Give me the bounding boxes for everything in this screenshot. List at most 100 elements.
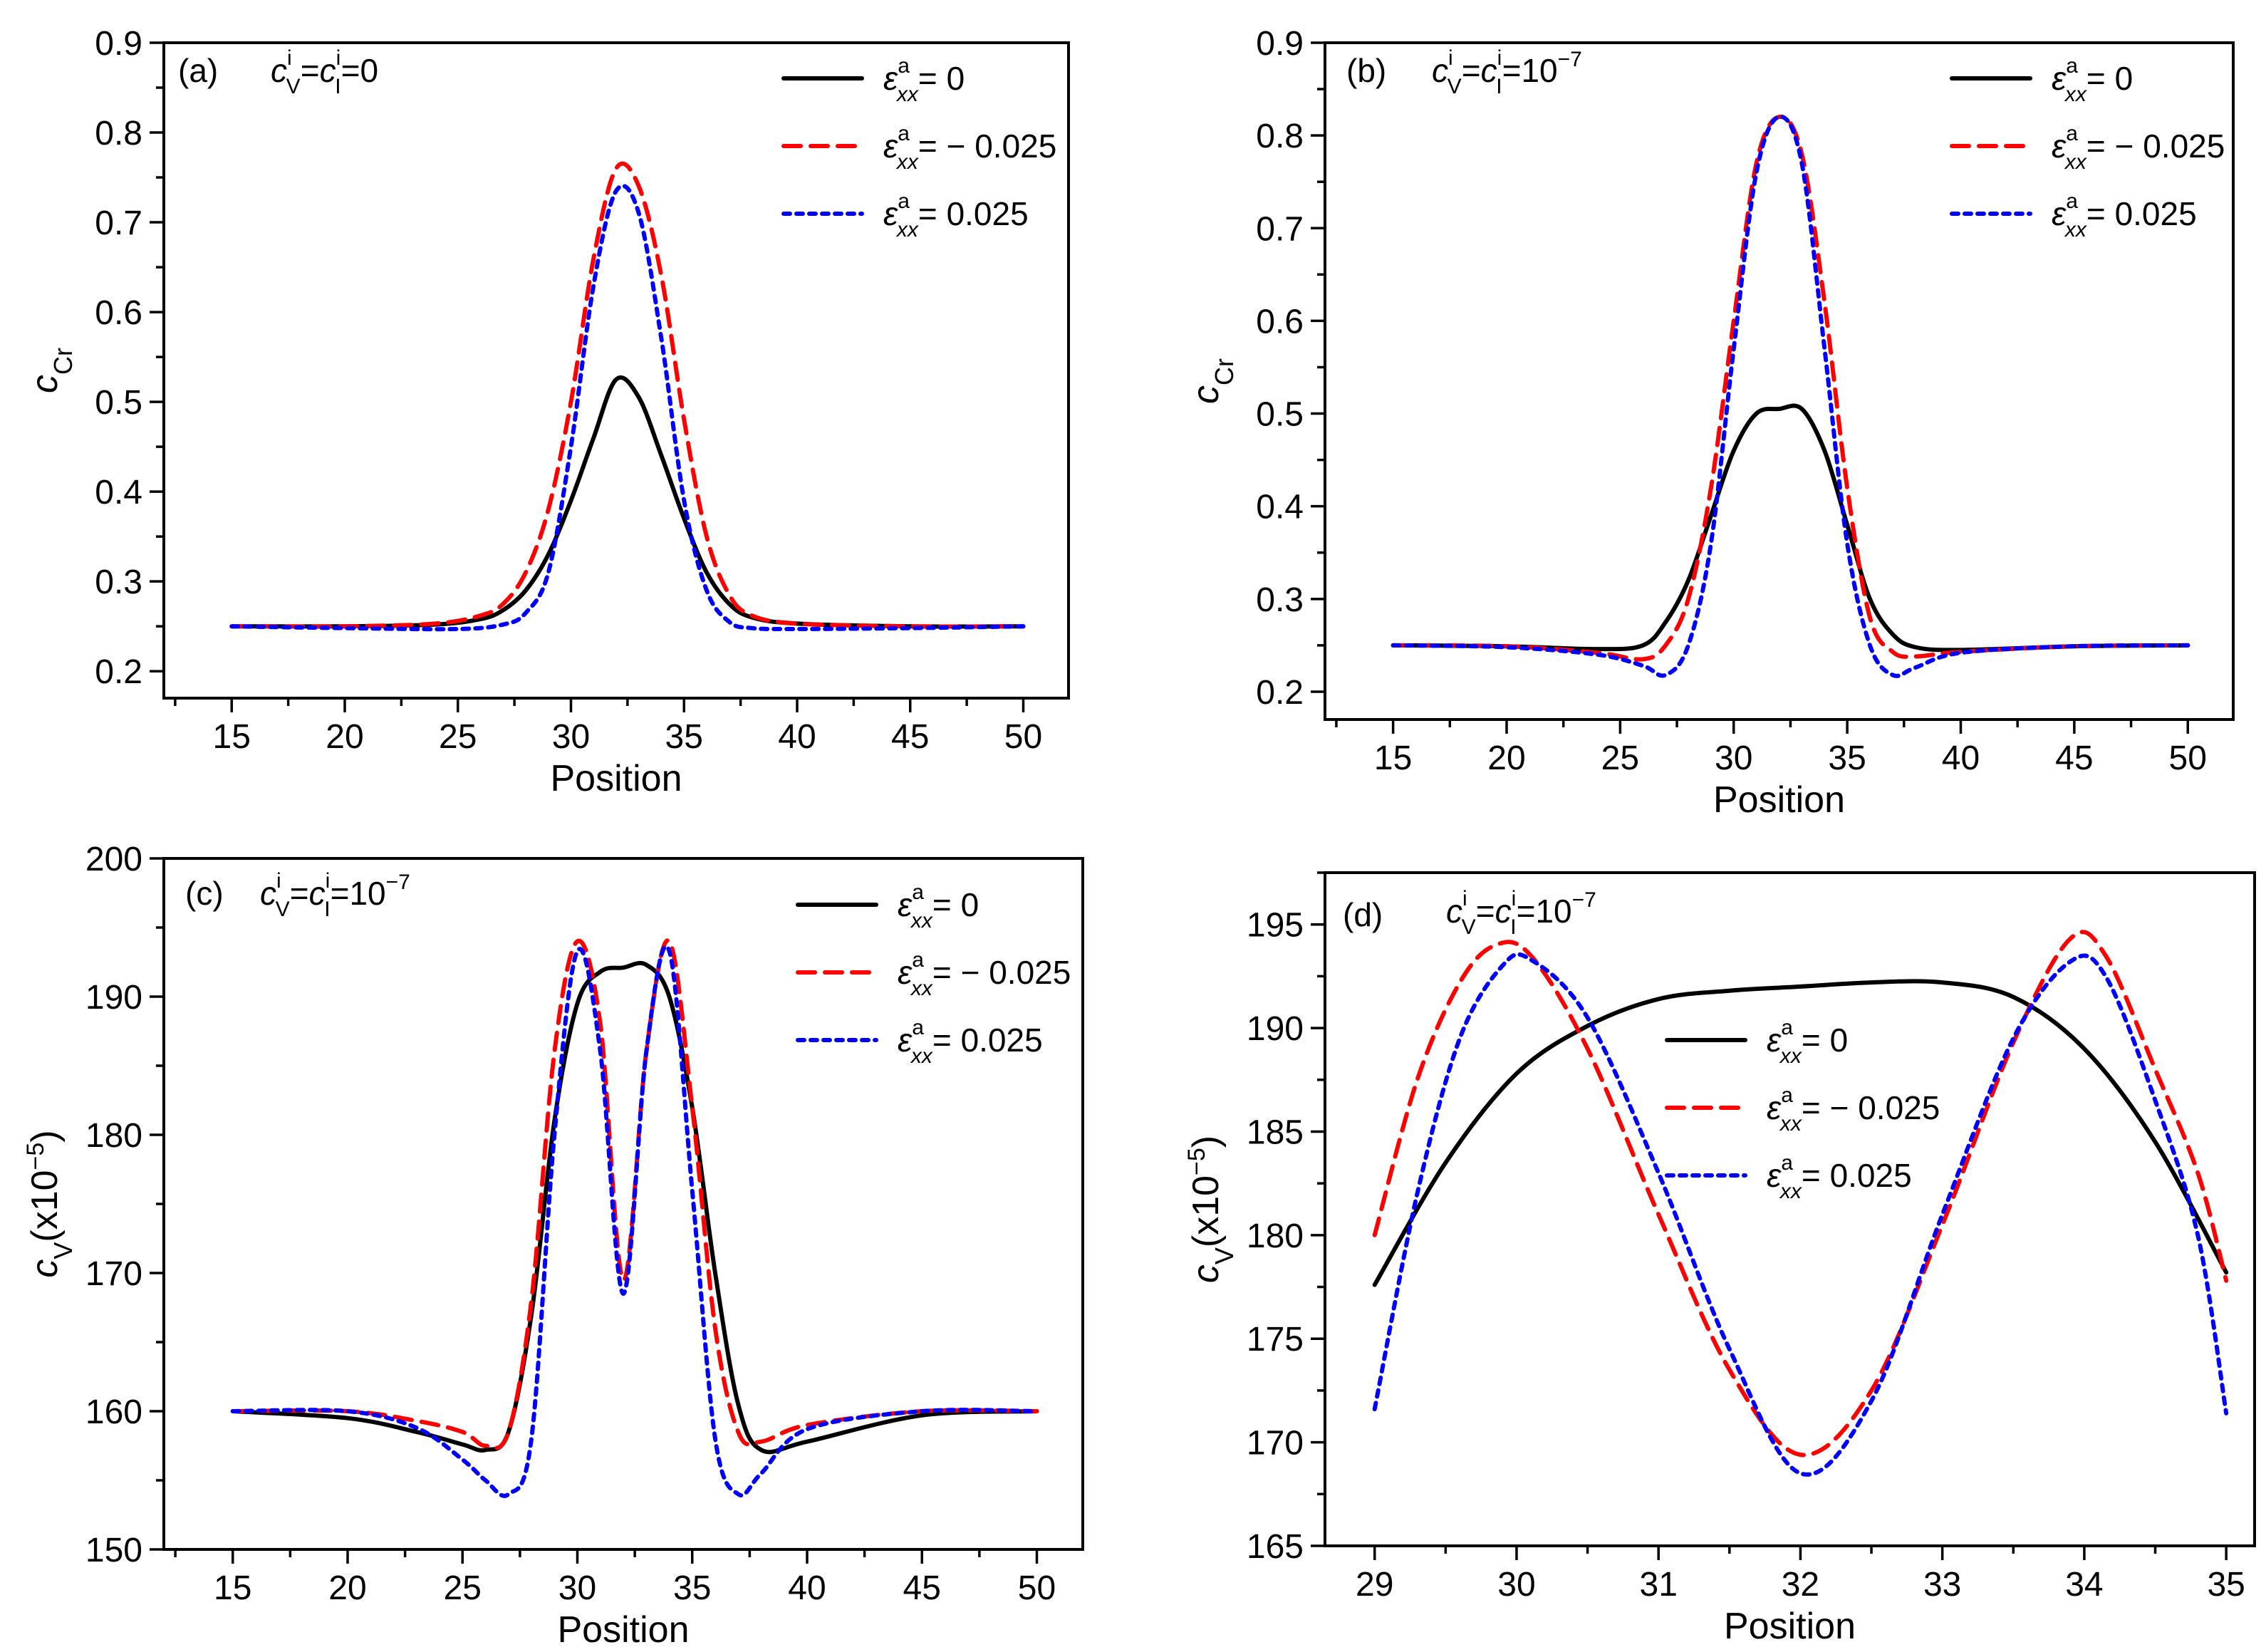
- y-tick-label: 0.5: [95, 384, 142, 422]
- y-tick-label: 0.4: [95, 474, 142, 511]
- x-tick-label: 30: [1497, 1566, 1535, 1604]
- panel-d: 29 30 31 32 33 34 35 165 170 175 180 185 190 195 Posit…: [1183, 871, 2256, 1647]
- x-tick-label: 40: [1942, 739, 1980, 777]
- y-tick-label: 170: [1247, 1425, 1304, 1463]
- series-line-0: [230, 960, 1039, 1455]
- y-tick-label: 0.8: [95, 115, 142, 152]
- y-tick-label: 185: [1247, 1113, 1304, 1151]
- x-tick-label: 20: [1487, 739, 1525, 777]
- series-line-2: [230, 944, 1039, 1498]
- series-line-0: [229, 375, 1026, 629]
- condition-label: ci V=ci I=10−7: [1432, 46, 1582, 98]
- y-axis-title: cV(x10−5): [22, 1130, 78, 1277]
- y-tick-label: 0.2: [1256, 674, 1304, 712]
- condition-label: ci V=ci I=0: [271, 46, 378, 98]
- series-line-0: [1372, 979, 2229, 1287]
- x-tick-label: 50: [1004, 718, 1042, 756]
- y-tick-label: 160: [85, 1393, 142, 1431]
- legend-entry: εa xx= − 0.025: [898, 948, 1071, 1000]
- y-tick-label: 150: [85, 1532, 142, 1569]
- y-tick-label: 200: [85, 841, 142, 878]
- y-tick-label: 180: [85, 1117, 142, 1155]
- plot-frame: [162, 41, 1070, 700]
- y-tick-label: 0.7: [1256, 210, 1304, 248]
- y-tick-label: 195: [1247, 907, 1304, 945]
- panel-tag: (c): [185, 875, 224, 912]
- x-tick-label: 15: [213, 718, 251, 756]
- series-line-0: [1391, 403, 2190, 653]
- panel-tag: (b): [1346, 52, 1386, 89]
- x-tick-label: 40: [778, 718, 816, 756]
- y-tick-label: 190: [85, 979, 142, 1017]
- x-axis-title: Position: [1724, 1606, 1856, 1647]
- x-tick-label: 35: [2207, 1566, 2245, 1604]
- x-axis-title: Position: [551, 758, 682, 799]
- condition-label: ci V=ci I=10−7: [260, 869, 410, 921]
- y-axis-title: cV(x10−5): [1183, 1136, 1239, 1283]
- y-tick-label: 0.3: [95, 563, 142, 601]
- x-tick-label: 50: [1018, 1569, 1056, 1607]
- series-line-2: [229, 183, 1026, 632]
- y-tick-label: 190: [1247, 1010, 1304, 1048]
- series-line-1: [1372, 930, 2229, 1458]
- x-tick-label: 15: [214, 1569, 251, 1607]
- legend-entry: εa xx= 0.025: [2052, 189, 2197, 241]
- y-tick-label: 0.4: [1256, 489, 1304, 526]
- series-line-2: [1372, 952, 2229, 1477]
- y-axis-title: cCr: [24, 348, 78, 393]
- x-tick-label: 30: [558, 1569, 596, 1607]
- x-tick-label: 35: [665, 718, 703, 756]
- y-tick-label: 180: [1247, 1217, 1304, 1255]
- x-tick-label: 45: [2055, 739, 2093, 777]
- x-tick-label: 31: [1640, 1566, 1678, 1604]
- y-tick-label: 0.2: [95, 653, 142, 691]
- panel-b: 15 20 25 30 35 40 45 50 0.2 0.3 0.4 0.5 0.6 0.7 0.8 0.9…: [1185, 25, 2235, 821]
- x-tick-label: 40: [788, 1569, 826, 1607]
- y-tick-label: 0.5: [1256, 396, 1304, 434]
- x-axis-title: Position: [558, 1609, 690, 1651]
- y-tick-label: 0.9: [1256, 25, 1304, 63]
- x-tick-label: 33: [1923, 1566, 1961, 1604]
- y-tick-label: 165: [1247, 1528, 1304, 1566]
- x-tick-label: 30: [552, 718, 590, 756]
- x-tick-label: 30: [1715, 739, 1752, 777]
- y-tick-label: 0.3: [1256, 581, 1304, 619]
- panel-tag: (d): [1343, 896, 1383, 933]
- y-tick-label: 0.8: [1256, 118, 1304, 155]
- y-tick-label: 175: [1247, 1321, 1304, 1359]
- panel-a: 15 20 25 30 35 40 45 50 0.2 0.3 0.4 0.5 0.6 0.7 0.8 0.9…: [24, 25, 1070, 799]
- legend-entry: εa xx= 0: [898, 880, 979, 933]
- plot-frame: [1324, 41, 2235, 721]
- legend-entry: εa xx= 0.025: [883, 189, 1029, 241]
- panel-tag: (a): [178, 52, 218, 89]
- legend-entry: εa xx= 0.025: [898, 1016, 1043, 1068]
- legend-entry: εa xx= 0.025: [1767, 1151, 1912, 1203]
- x-tick-label: 32: [1782, 1566, 1819, 1604]
- legend-entry: εa xx= 0: [2052, 54, 2133, 106]
- y-tick-label: 0.7: [95, 204, 142, 242]
- y-axis-title: cCr: [1185, 358, 1239, 404]
- series-line-2: [1391, 114, 2190, 678]
- legend-entry: εa xx= − 0.025: [1767, 1084, 1940, 1136]
- x-tick-label: 20: [328, 1569, 366, 1607]
- condition-label: ci V=ci I=10−7: [1446, 887, 1596, 939]
- y-tick-label: 170: [85, 1255, 142, 1293]
- x-tick-label: 35: [673, 1569, 711, 1607]
- x-tick-label: 20: [326, 718, 363, 756]
- legend-entry: εa xx= 0: [883, 54, 965, 106]
- x-tick-label: 34: [2065, 1566, 2103, 1604]
- x-tick-label: 25: [439, 718, 477, 756]
- x-tick-label: 29: [1356, 1566, 1393, 1604]
- x-tick-label: 45: [903, 1569, 941, 1607]
- x-tick-label: 15: [1374, 739, 1412, 777]
- y-tick-label: 0.6: [1256, 303, 1304, 341]
- series-line-1: [229, 161, 1026, 629]
- y-tick-label: 0.9: [95, 25, 142, 63]
- legend-entry: εa xx= − 0.025: [883, 122, 1056, 174]
- series-line-1: [230, 938, 1039, 1450]
- plot-frame: [1324, 871, 2256, 1547]
- x-tick-label: 25: [1601, 739, 1639, 777]
- y-tick-label: 0.6: [95, 294, 142, 332]
- x-tick-label: 25: [444, 1569, 482, 1607]
